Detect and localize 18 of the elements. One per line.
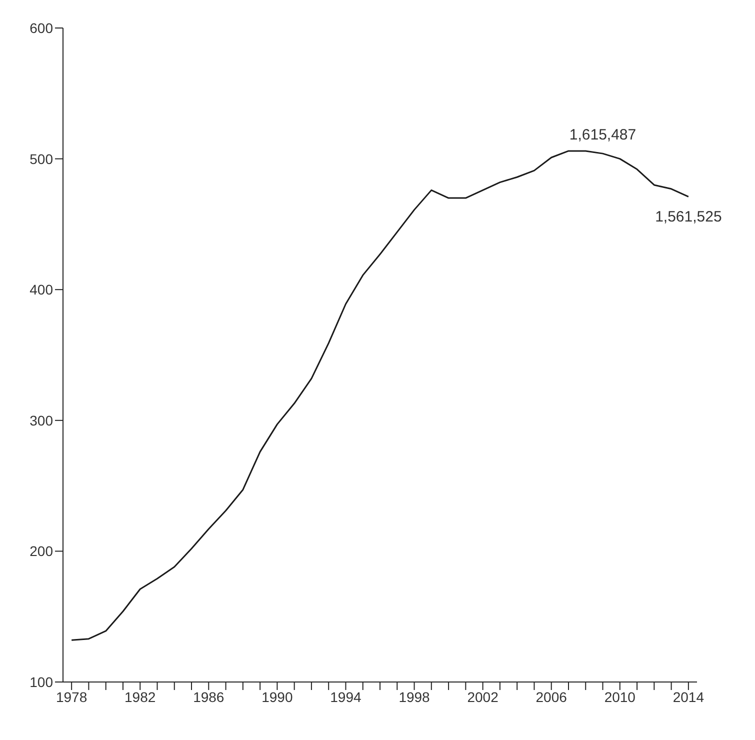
x-tick-label: 2014: [672, 688, 704, 705]
x-tick-label: 2010: [604, 688, 636, 705]
y-tick-label: 500: [30, 150, 54, 167]
x-tick-label: 1998: [398, 688, 430, 705]
annotation: 1,561,525: [655, 208, 722, 226]
x-tick-label: 2002: [467, 688, 499, 705]
annotation: 1,615,487: [569, 126, 636, 144]
x-tick-label: 1978: [56, 688, 88, 705]
x-tick-label: 2006: [536, 688, 568, 705]
y-tick-label: 600: [30, 20, 54, 36]
y-tick-label: 100: [30, 674, 54, 690]
y-tick-label: 300: [30, 412, 54, 428]
x-tick-label: 1982: [124, 688, 156, 705]
y-tick-label: 200: [30, 543, 54, 560]
y-tick-label: 400: [30, 282, 54, 298]
x-tick-label: 1986: [193, 688, 224, 705]
x-tick-label: 1994: [330, 688, 362, 705]
x-tick-label: 1990: [262, 688, 293, 705]
